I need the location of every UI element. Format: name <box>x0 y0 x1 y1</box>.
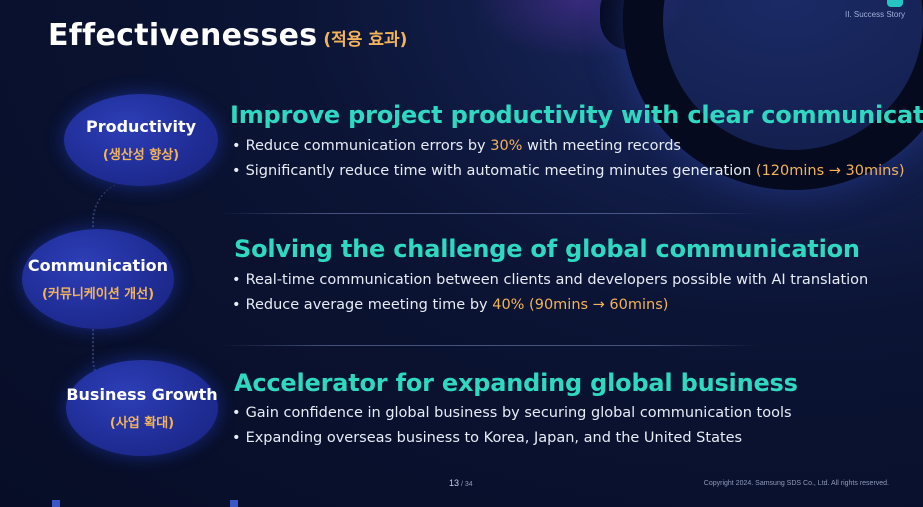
highlight-value: (120mins → 30mins) <box>755 163 905 179</box>
divider <box>220 345 760 346</box>
bullet-item: • Gain confidence in global business by s… <box>232 405 792 421</box>
bullet-dot-icon: • <box>232 272 241 288</box>
corner-mark <box>52 500 60 507</box>
slide-title-korean: (적용 효과) <box>323 30 408 50</box>
bullet-dot-icon: • <box>232 138 241 154</box>
bullet-dot-icon: • <box>232 405 241 421</box>
copyright-text: Copyright 2024. Samsung SDS Co., Ltd. Al… <box>703 480 889 487</box>
bullet-item: • Expanding overseas business to Korea, J… <box>232 430 743 446</box>
section-tag: II. Success Story <box>844 10 905 19</box>
slide-title-text: Effectivenesses <box>48 18 318 53</box>
page-total: / 34 <box>459 481 473 488</box>
bullet-list-communication: • Real-time communication between clients… <box>232 268 868 318</box>
bullet-item: • Real-time communication between clients… <box>232 272 869 288</box>
highlight-value: 40% (90mins → 60mins) <box>492 297 669 313</box>
heading-productivity: Improve project productivity with clear … <box>230 101 923 129</box>
pill-label: Business Growth <box>66 385 218 404</box>
bullet-list-productivity: • Reduce communication errors by 30% with… <box>232 134 905 184</box>
page-number: 13 / 34 <box>449 478 473 488</box>
bullet-dot-icon: • <box>232 297 241 313</box>
bullet-dot-icon: • <box>232 163 241 179</box>
pill-communication: Communication (커뮤니케이션 개선) <box>22 229 174 329</box>
bullet-list-business-growth: • Gain confidence in global business by s… <box>232 401 792 451</box>
divider <box>220 213 760 214</box>
pill-productivity: Productivity (생산성 향상) <box>64 94 218 186</box>
heading-communication: Solving the challenge of global communic… <box>234 235 860 263</box>
pill-sublabel: (커뮤니케이션 개선) <box>41 287 155 302</box>
bullet-dot-icon: • <box>232 430 241 446</box>
highlight-value: 30% <box>490 138 523 154</box>
pill-business-growth: Business Growth (사업 확대) <box>66 360 218 456</box>
bullet-item: • Significantly reduce time with automati… <box>232 163 905 179</box>
bullet-item: • Reduce communication errors by 30% with… <box>232 138 681 154</box>
brand-mark-icon <box>887 0 903 7</box>
slide-title: Effectivenesses (적용 효과) <box>48 18 407 53</box>
pill-sublabel: (사업 확대) <box>109 416 175 431</box>
heading-business-growth: Accelerator for expanding global busines… <box>234 369 798 397</box>
pill-sublabel: (생산성 향상) <box>102 148 180 163</box>
pill-label: Communication <box>27 256 169 275</box>
corner-mark <box>230 500 238 507</box>
pill-label: Productivity <box>85 117 197 136</box>
bullet-item: • Reduce average meeting time by 40% (90m… <box>232 297 669 313</box>
